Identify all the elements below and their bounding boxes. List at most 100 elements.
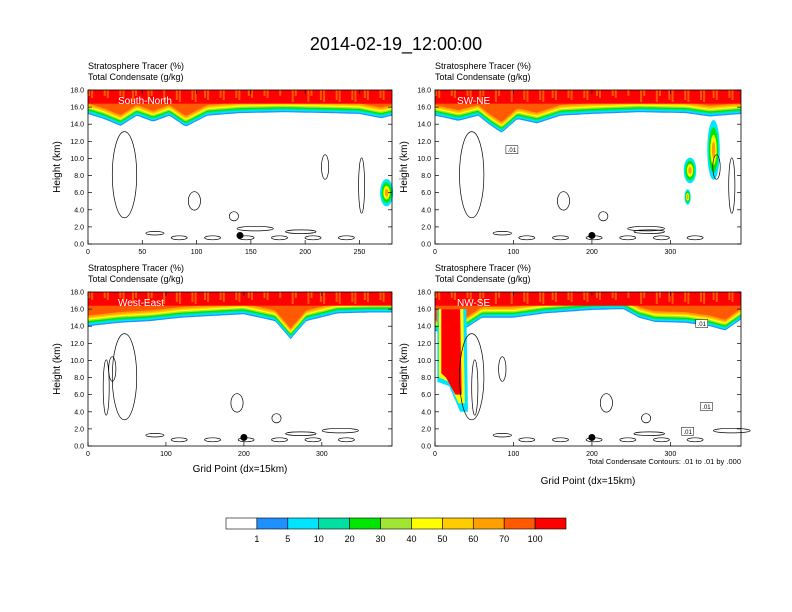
tracer-streak xyxy=(731,292,734,302)
tracer-streak xyxy=(542,292,545,304)
contour-line xyxy=(459,333,485,421)
tracer-streak xyxy=(539,292,542,302)
colorbar-swatch xyxy=(534,517,567,530)
y-tick-label: 10.0 xyxy=(417,156,431,163)
tracer-streak xyxy=(119,292,122,298)
tracer-streak xyxy=(194,292,197,304)
contour-line xyxy=(204,437,221,443)
tracer-streak xyxy=(479,90,482,102)
tracer-streak xyxy=(351,90,354,100)
tracer-streak xyxy=(194,90,197,102)
contour-label: .01 xyxy=(683,430,692,436)
y-tick-label: 10.0 xyxy=(70,156,84,163)
contour-line xyxy=(557,191,570,211)
tracer-streak xyxy=(323,292,326,304)
tracer-streak xyxy=(382,292,385,302)
tracer-streak xyxy=(570,292,573,302)
x-tick-label: 200 xyxy=(299,249,311,256)
tracer-feature xyxy=(683,157,697,184)
tracer-streak xyxy=(498,90,501,96)
y-axis-label: Height (km) xyxy=(399,141,410,193)
tracer-streak xyxy=(294,292,297,298)
tracer-streak xyxy=(435,292,437,298)
tracer-streak xyxy=(655,90,658,102)
tracer-streak xyxy=(103,90,106,96)
y-tick-label: 0.0 xyxy=(421,444,431,451)
x-tick-label: 0 xyxy=(433,451,437,458)
tracer-streak xyxy=(363,90,366,98)
tracer-streak xyxy=(510,292,513,304)
y-tick-label: 18.0 xyxy=(70,88,84,95)
contour-line xyxy=(230,393,244,413)
plot-frame xyxy=(434,89,742,245)
x-tick-label: 200 xyxy=(238,451,250,458)
contour-line xyxy=(712,154,721,180)
tracer-streak xyxy=(659,90,661,96)
contour-line xyxy=(653,437,670,443)
tracer-streak xyxy=(119,90,122,96)
contour-line xyxy=(271,437,288,443)
tracer-streak xyxy=(335,90,338,100)
tracer-streak xyxy=(684,90,687,100)
x-tick-label: 300 xyxy=(665,249,677,256)
tracer-streak xyxy=(88,90,90,96)
contour-line xyxy=(471,359,479,416)
contour-line xyxy=(111,333,138,421)
tracer-streak xyxy=(291,292,294,304)
tracer-streak xyxy=(91,90,94,98)
y-tick-label: 16.0 xyxy=(417,105,431,112)
tracer-streak xyxy=(567,292,570,300)
panel-3: 0 100 200 300 0.0 2.0 4.0 6.0 8.0 10.0 12.0 14.0 16.… xyxy=(52,263,393,475)
tracer-streak xyxy=(712,90,715,98)
tracer-streak xyxy=(266,292,269,300)
contour-line xyxy=(170,235,188,241)
tracer-streak xyxy=(542,90,545,102)
y-tick-label: 16.0 xyxy=(70,105,84,112)
condensate-contours: .01 .01 .01 xyxy=(459,319,751,443)
tracer-streak xyxy=(175,90,178,100)
tracer-blob xyxy=(686,194,689,200)
contour-note: Total Condensate Contours: .01 to .01 by… xyxy=(588,457,741,466)
tracer-streak xyxy=(469,292,472,300)
y-tick-label: 0.0 xyxy=(421,242,431,249)
tracer-streak xyxy=(235,90,238,98)
tracer-streak xyxy=(338,90,341,102)
y-tick-label: 4.0 xyxy=(421,207,431,214)
tracer-streak xyxy=(335,292,338,302)
y-axis-label: Height (km) xyxy=(52,141,63,193)
colorbar-label: 10 xyxy=(314,534,324,544)
tracer-blob xyxy=(688,166,692,175)
y-tick-label: 8.0 xyxy=(421,375,431,382)
tracer-streak xyxy=(238,292,241,302)
contour-line xyxy=(619,437,637,443)
colorbar-swatch xyxy=(472,517,505,530)
contour-label: .01 xyxy=(702,405,711,411)
tracer-streak xyxy=(103,292,106,298)
contour-line xyxy=(358,157,365,214)
tracer-streak xyxy=(703,292,706,304)
contour-line xyxy=(321,427,359,434)
y-tick-label: 4.0 xyxy=(74,207,84,214)
colorbar: 1 5 10 20 30 40 50 60 70 100 xyxy=(225,517,567,544)
colorbar-swatch xyxy=(380,517,412,530)
tracer-streak xyxy=(163,90,166,102)
colorbar-swatch xyxy=(225,517,258,530)
tracer-streak xyxy=(728,292,731,300)
tracer-streak xyxy=(494,292,497,304)
colorbar-label: 50 xyxy=(437,534,447,544)
tracer-streak xyxy=(687,90,690,102)
x-tick-label: 300 xyxy=(316,451,328,458)
tracer-streak xyxy=(379,292,382,300)
panel-header-tracer: Stratosphere Tracer (%) xyxy=(435,61,531,71)
tracer-streak xyxy=(728,90,731,98)
x-tick-label: 0 xyxy=(86,249,90,256)
tracer-streak xyxy=(238,90,241,100)
tracer-streak xyxy=(307,90,310,102)
tracer-streak xyxy=(338,292,341,304)
tracer-streak xyxy=(627,292,630,298)
y-tick-label: 16.0 xyxy=(417,307,431,314)
colorbar-label: 20 xyxy=(345,534,355,544)
tracer-streak xyxy=(466,90,469,96)
tracer-streak xyxy=(712,292,715,300)
